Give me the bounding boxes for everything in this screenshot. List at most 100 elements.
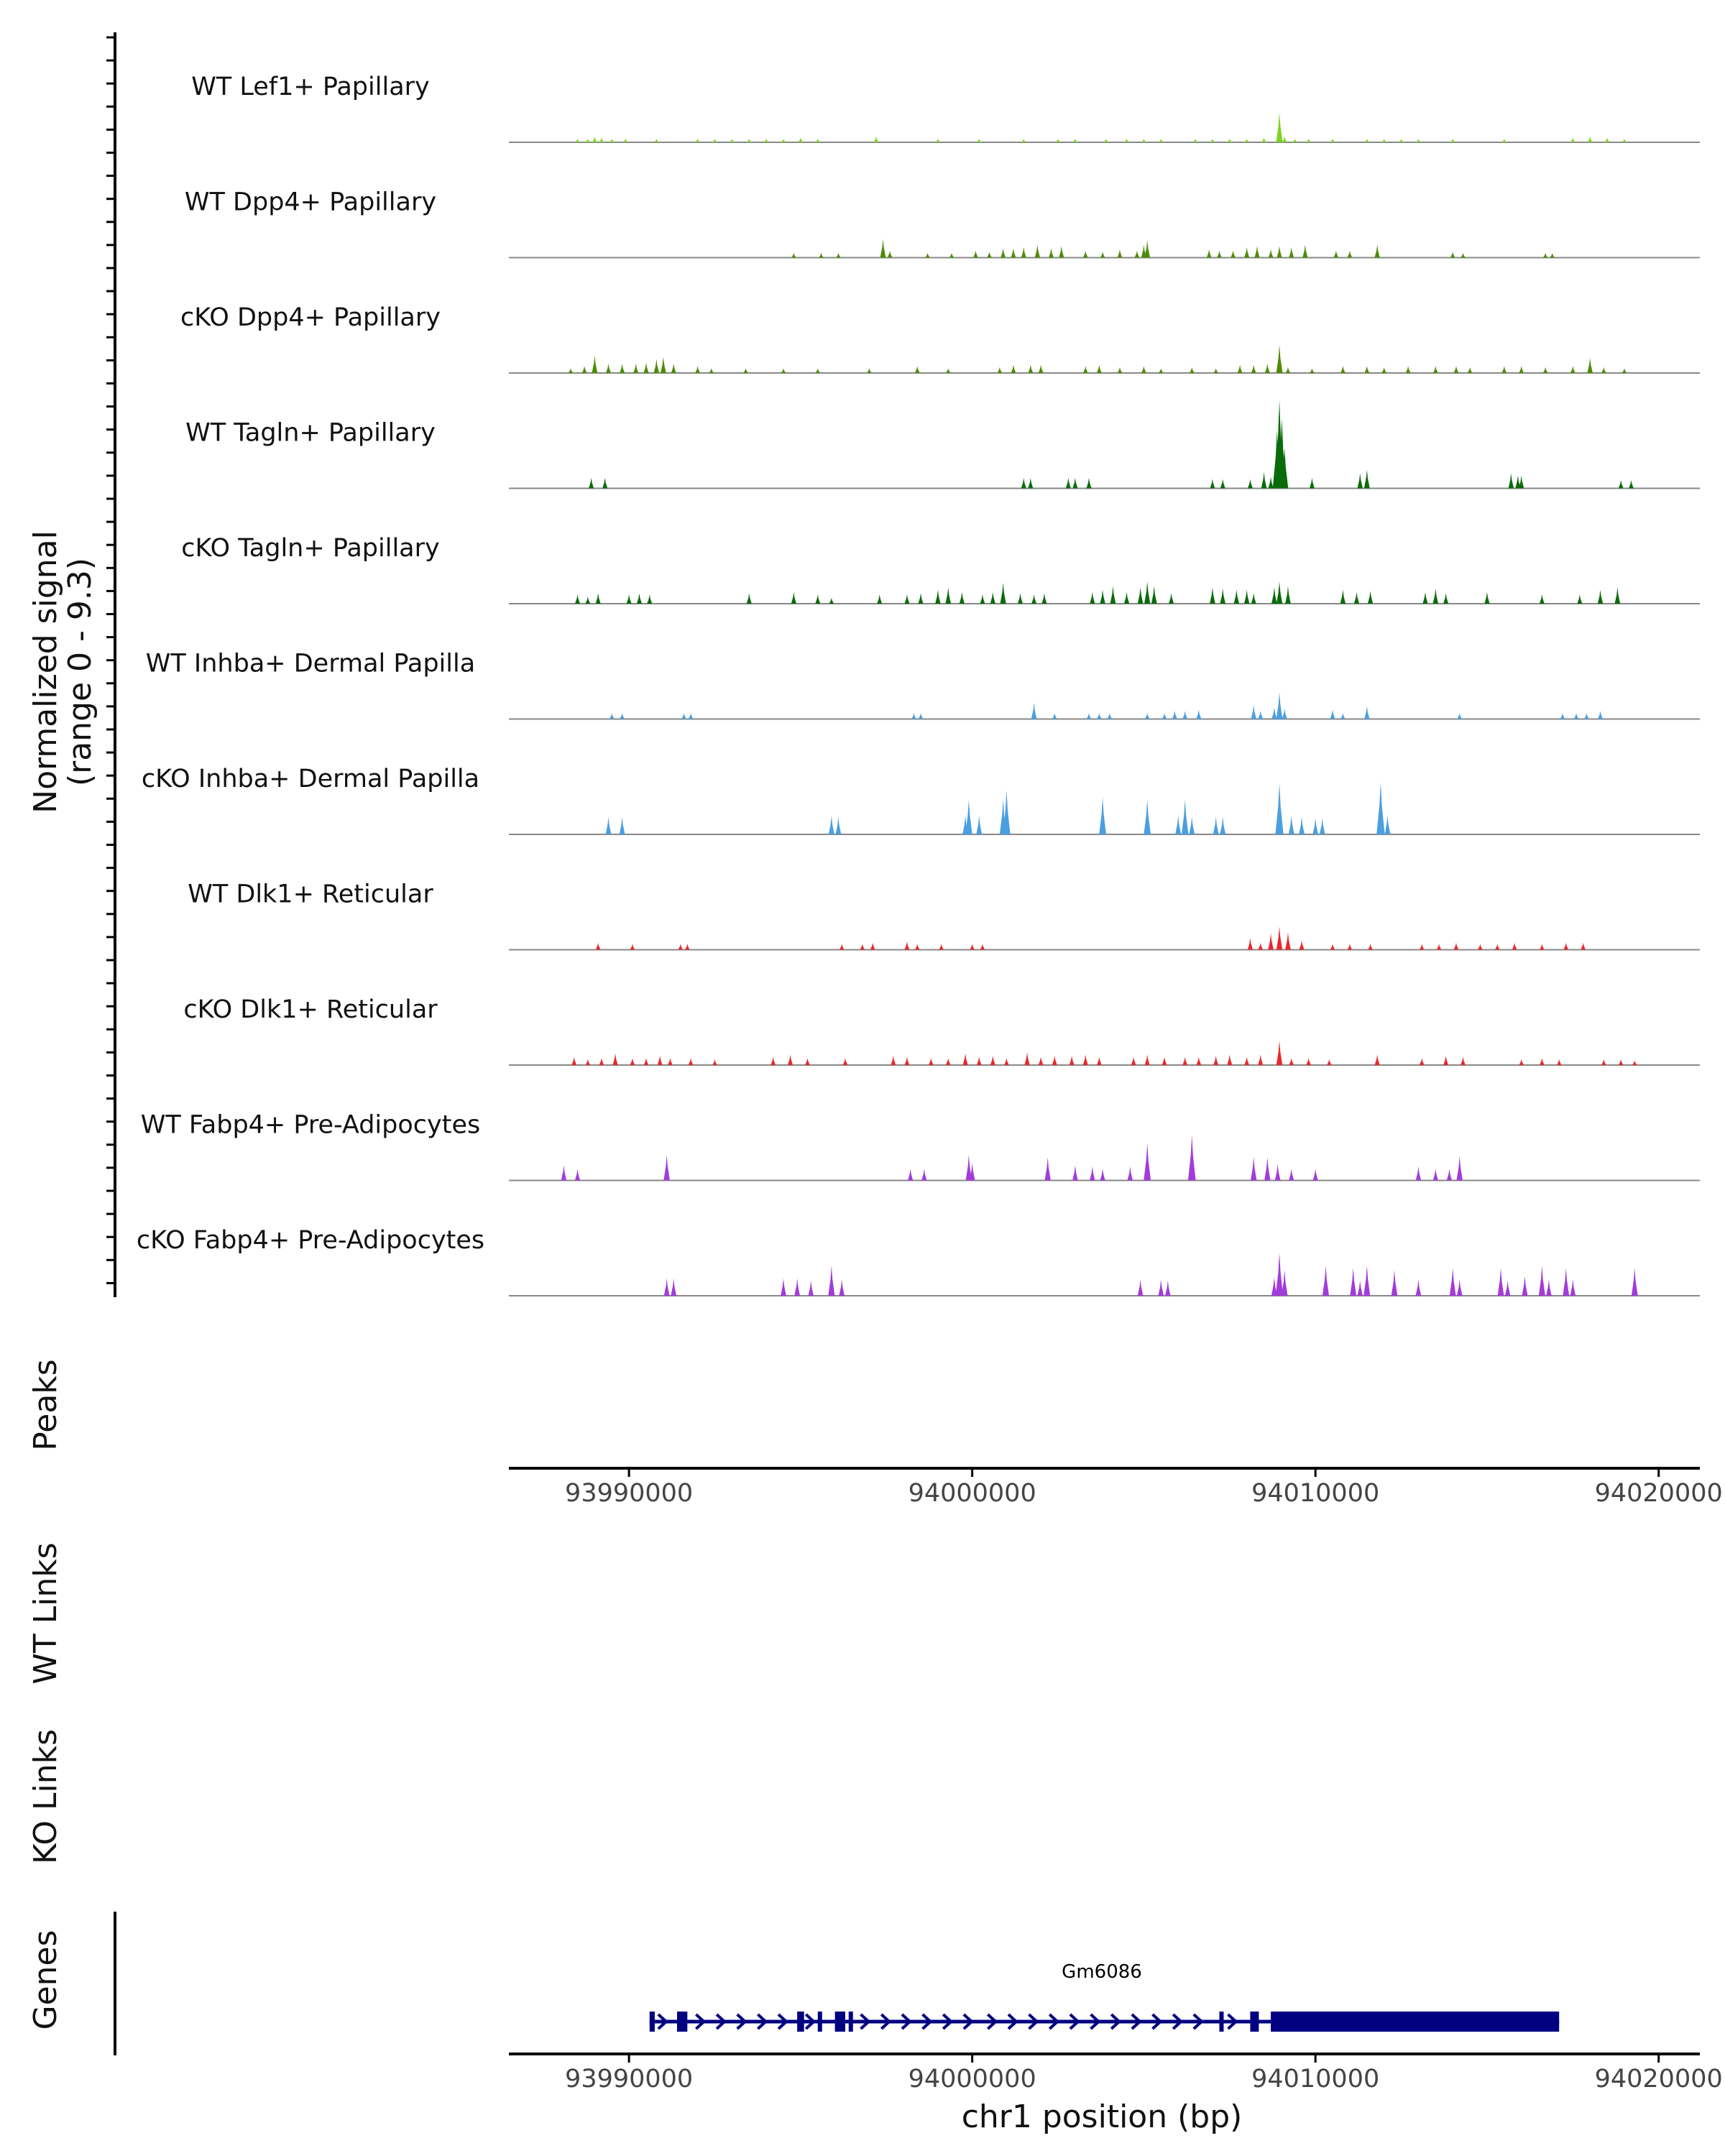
coverage-peak [1069,1056,1075,1065]
strand-arrow [777,2013,788,2030]
coverage-peak [1247,479,1253,489]
coverage-peak [1376,782,1385,834]
coverage-peak [585,596,591,604]
coverage-peak [746,593,752,604]
coverage-peak [842,1058,848,1065]
coverage-peak [1330,709,1335,719]
coverage-peak [1011,364,1016,373]
coverage-peak [1494,944,1500,950]
coverage-peak [794,1278,801,1296]
genes-x-axis-ticks: 93990000 94000000 94010000 94020000 [565,2054,1723,2093]
track-label: WT Dlk1+ Reticular [188,880,433,909]
coverage-peak [1165,1281,1171,1296]
coverage-peak [1107,713,1112,719]
coverage-peak [1478,944,1483,950]
coverage-peak [1364,366,1370,373]
coverage-peak [610,139,615,142]
coverage-peak [815,594,821,604]
coverage-peak [599,1058,604,1065]
coverage-peak [1281,1270,1288,1296]
coverage-peak [1189,367,1195,373]
strand-arrow [1151,2013,1163,2030]
coverage-peak [1367,591,1374,604]
coverage-peak [977,139,982,142]
coverage-peak [1213,816,1219,834]
coverage-peak [904,594,910,604]
coverage-peak [1233,589,1240,604]
coverage-peak [653,359,660,373]
coverage-peak [1243,589,1250,604]
coverage-peak [1124,139,1129,142]
coverage-peak [891,1056,896,1065]
coverage-peak [1629,480,1634,489]
gene-name-label: Gm6086 [1062,1961,1142,1983]
coverage-peak [1631,1268,1638,1296]
coverage-peak [574,1169,581,1181]
coverage-peak [1082,1054,1088,1065]
coverage-peak [781,1278,786,1296]
coverage-peak [1264,1157,1271,1181]
coverage-peak [921,1169,927,1181]
coverage-peak [867,368,872,373]
coverage-peak [623,139,628,142]
coverage-peak [1326,1059,1332,1065]
coverage-peak [606,364,611,373]
coverage-peak [1210,587,1215,604]
coverage-peak [1285,932,1291,950]
coverage-peak [1539,1058,1545,1065]
coverage-peak [1467,367,1473,373]
coverage-peak [914,944,920,950]
strand-arrow [1192,2013,1204,2030]
strand-arrow [757,2013,768,2030]
coverage-peak [1144,713,1150,719]
coverage-peak [571,1056,577,1065]
coverage-peak [1419,1058,1425,1065]
coverage-peak [1169,593,1174,604]
coverage-peak [1449,1268,1456,1296]
coverage-peak [1100,589,1105,604]
strand-arrow [860,2013,871,2030]
coverage-peak [877,594,883,604]
coverage-peak [1556,1059,1562,1065]
coverage-peak [1144,1054,1150,1065]
coverage-peak [1546,1279,1552,1296]
coverage-peak [1508,473,1514,489]
coverage-peak [1049,248,1054,258]
coverage-peak [1220,589,1226,604]
coverage-peak [1456,1279,1463,1296]
coverage-peak [599,137,604,142]
coverage-peak [1276,926,1283,950]
coverage-peak [1090,1166,1095,1181]
coverage-peak [612,1053,618,1065]
ko-links-panel-label: KO Links [27,1729,64,1864]
coverage-peak [1275,783,1284,834]
track-label: WT Fabp4+ Pre-Adipocytes [141,1111,480,1140]
coverage-peak [1213,1056,1219,1065]
coverage-peak [1123,591,1130,604]
coverage-peak [1237,364,1243,373]
coverage-peak [1276,1041,1283,1065]
coverage-peak [1072,139,1078,142]
coverage-peak [1570,366,1576,373]
coverage-peak [1244,1056,1250,1065]
x-tick-label: 94020000 [1595,1479,1723,1508]
coverage-peak [1271,707,1277,719]
coverage-peak [1515,475,1521,489]
coverage-peak [1289,1058,1294,1065]
coverage-peak [1550,253,1555,258]
coverage-peak [836,253,841,258]
coverage-peak [1364,139,1369,142]
coverage-peak [1097,713,1102,719]
coverage-peak [647,594,653,604]
coverage-peak [619,816,625,834]
coverage-peak [1353,591,1360,604]
coverage-peak [1275,1253,1284,1296]
coverage-peak [1004,1058,1009,1065]
x-tick-label: 94010000 [1251,2065,1379,2093]
coverage-peak [592,136,597,142]
coverage-peak [671,364,676,373]
track-6: cKO Inhba+ Dermal Papilla [142,765,1700,835]
x-tick-label: 94000000 [908,1479,1036,1508]
coverage-peak [1172,711,1177,719]
track-0: WT Lef1+ Papillary [191,73,1700,143]
